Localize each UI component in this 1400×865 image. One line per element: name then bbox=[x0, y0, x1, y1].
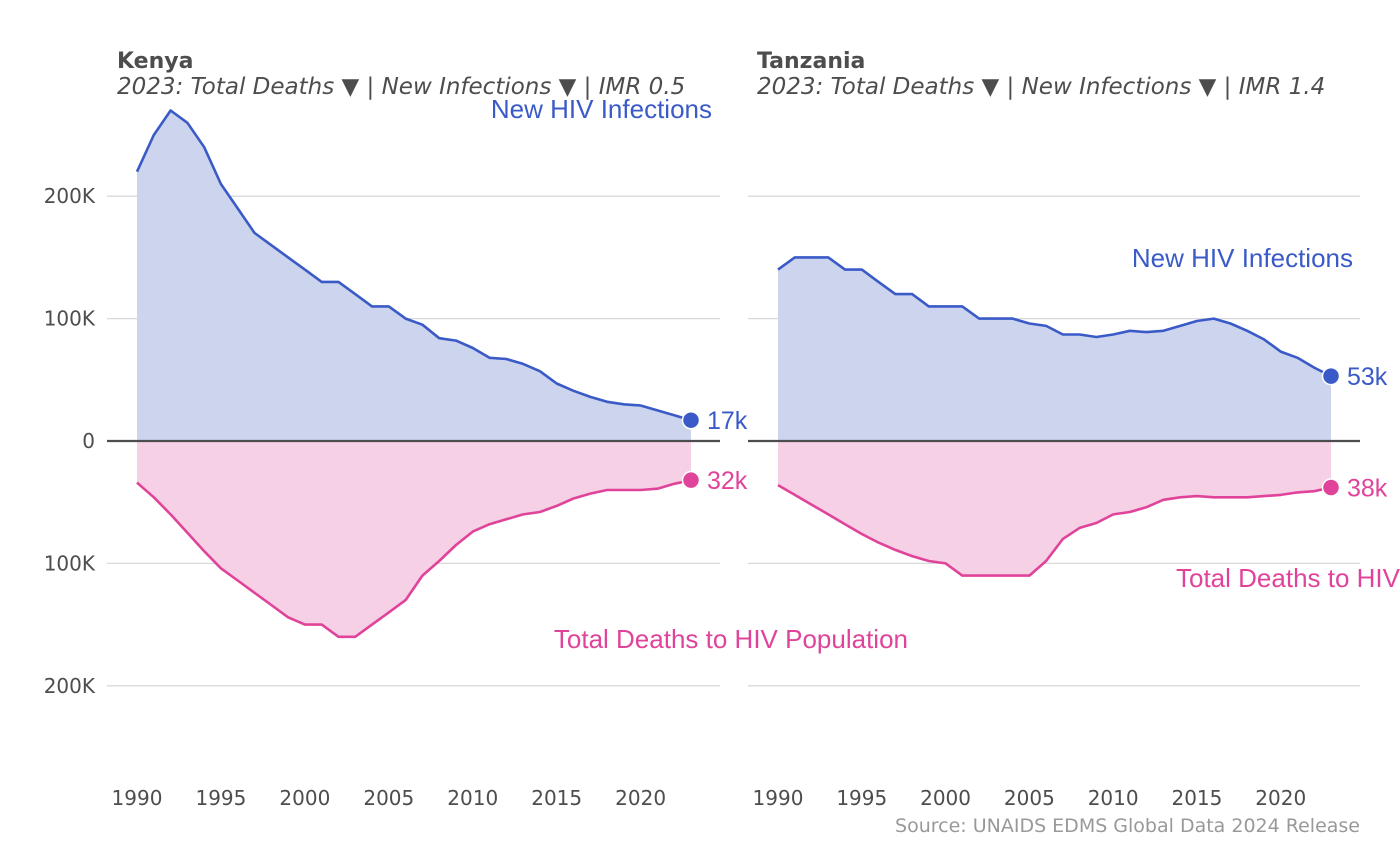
deaths-series-label: Total Deaths to HIV Population bbox=[554, 624, 908, 654]
y-tick-label: 100K bbox=[44, 307, 96, 331]
panel-subtitle: 2023: Total Deaths ▼ | New Infections ▼ … bbox=[757, 74, 1325, 100]
deaths-end-point bbox=[1321, 478, 1341, 497]
x-tick-label: 2015 bbox=[531, 786, 582, 810]
deaths-area bbox=[778, 441, 1331, 576]
x-tick-label: 1995 bbox=[836, 786, 887, 810]
x-tick-label: 2020 bbox=[615, 786, 666, 810]
x-tick-label: 2010 bbox=[447, 786, 498, 810]
deaths-end-label: 38k bbox=[1347, 475, 1388, 503]
x-tick-label: 1990 bbox=[753, 786, 804, 810]
x-tick-label: 2015 bbox=[1171, 786, 1222, 810]
infections-end-label: 53k bbox=[1347, 363, 1388, 391]
x-tick-label: 2000 bbox=[279, 786, 330, 810]
x-tick-label: 1995 bbox=[195, 786, 246, 810]
x-tick-label: 2000 bbox=[920, 786, 971, 810]
deaths-area bbox=[137, 441, 691, 637]
infections-end-point bbox=[681, 410, 701, 430]
infections-end-label: 17k bbox=[707, 407, 748, 435]
infections-series-label: New HIV Infections bbox=[491, 94, 712, 124]
infections-area bbox=[137, 110, 691, 441]
deaths-series-label: Total Deaths to HIV bbox=[1176, 563, 1400, 593]
infections-end-point bbox=[1321, 366, 1341, 386]
y-tick-label: 200K bbox=[44, 674, 96, 698]
deaths-end-label: 32k bbox=[707, 467, 748, 495]
y-tick-label: 0 bbox=[82, 429, 95, 453]
infections-series-label: New HIV Infections bbox=[1132, 243, 1353, 273]
x-tick-label: 2005 bbox=[363, 786, 414, 810]
deaths-line bbox=[136, 478, 692, 639]
panel-subtitle: 2023: Total Deaths ▼ | New Infections ▼ … bbox=[117, 74, 685, 100]
y-tick-label: 100K bbox=[44, 551, 96, 575]
deaths-line bbox=[777, 483, 1332, 577]
x-tick-label: 2010 bbox=[1088, 786, 1139, 810]
infections-line bbox=[135, 109, 692, 422]
panel-title: Tanzania bbox=[757, 49, 865, 74]
y-tick-label: 200K bbox=[44, 184, 96, 208]
source-note: Source: UNAIDS EDMS Global Data 2024 Rel… bbox=[895, 815, 1360, 837]
x-tick-label: 2020 bbox=[1255, 786, 1306, 810]
panel-title: Kenya bbox=[117, 49, 193, 74]
x-tick-label: 1990 bbox=[112, 786, 163, 810]
deaths-end-point bbox=[681, 470, 701, 490]
infections-area bbox=[778, 257, 1331, 441]
x-tick-label: 2005 bbox=[1004, 786, 1055, 810]
infections-line bbox=[777, 256, 1332, 378]
